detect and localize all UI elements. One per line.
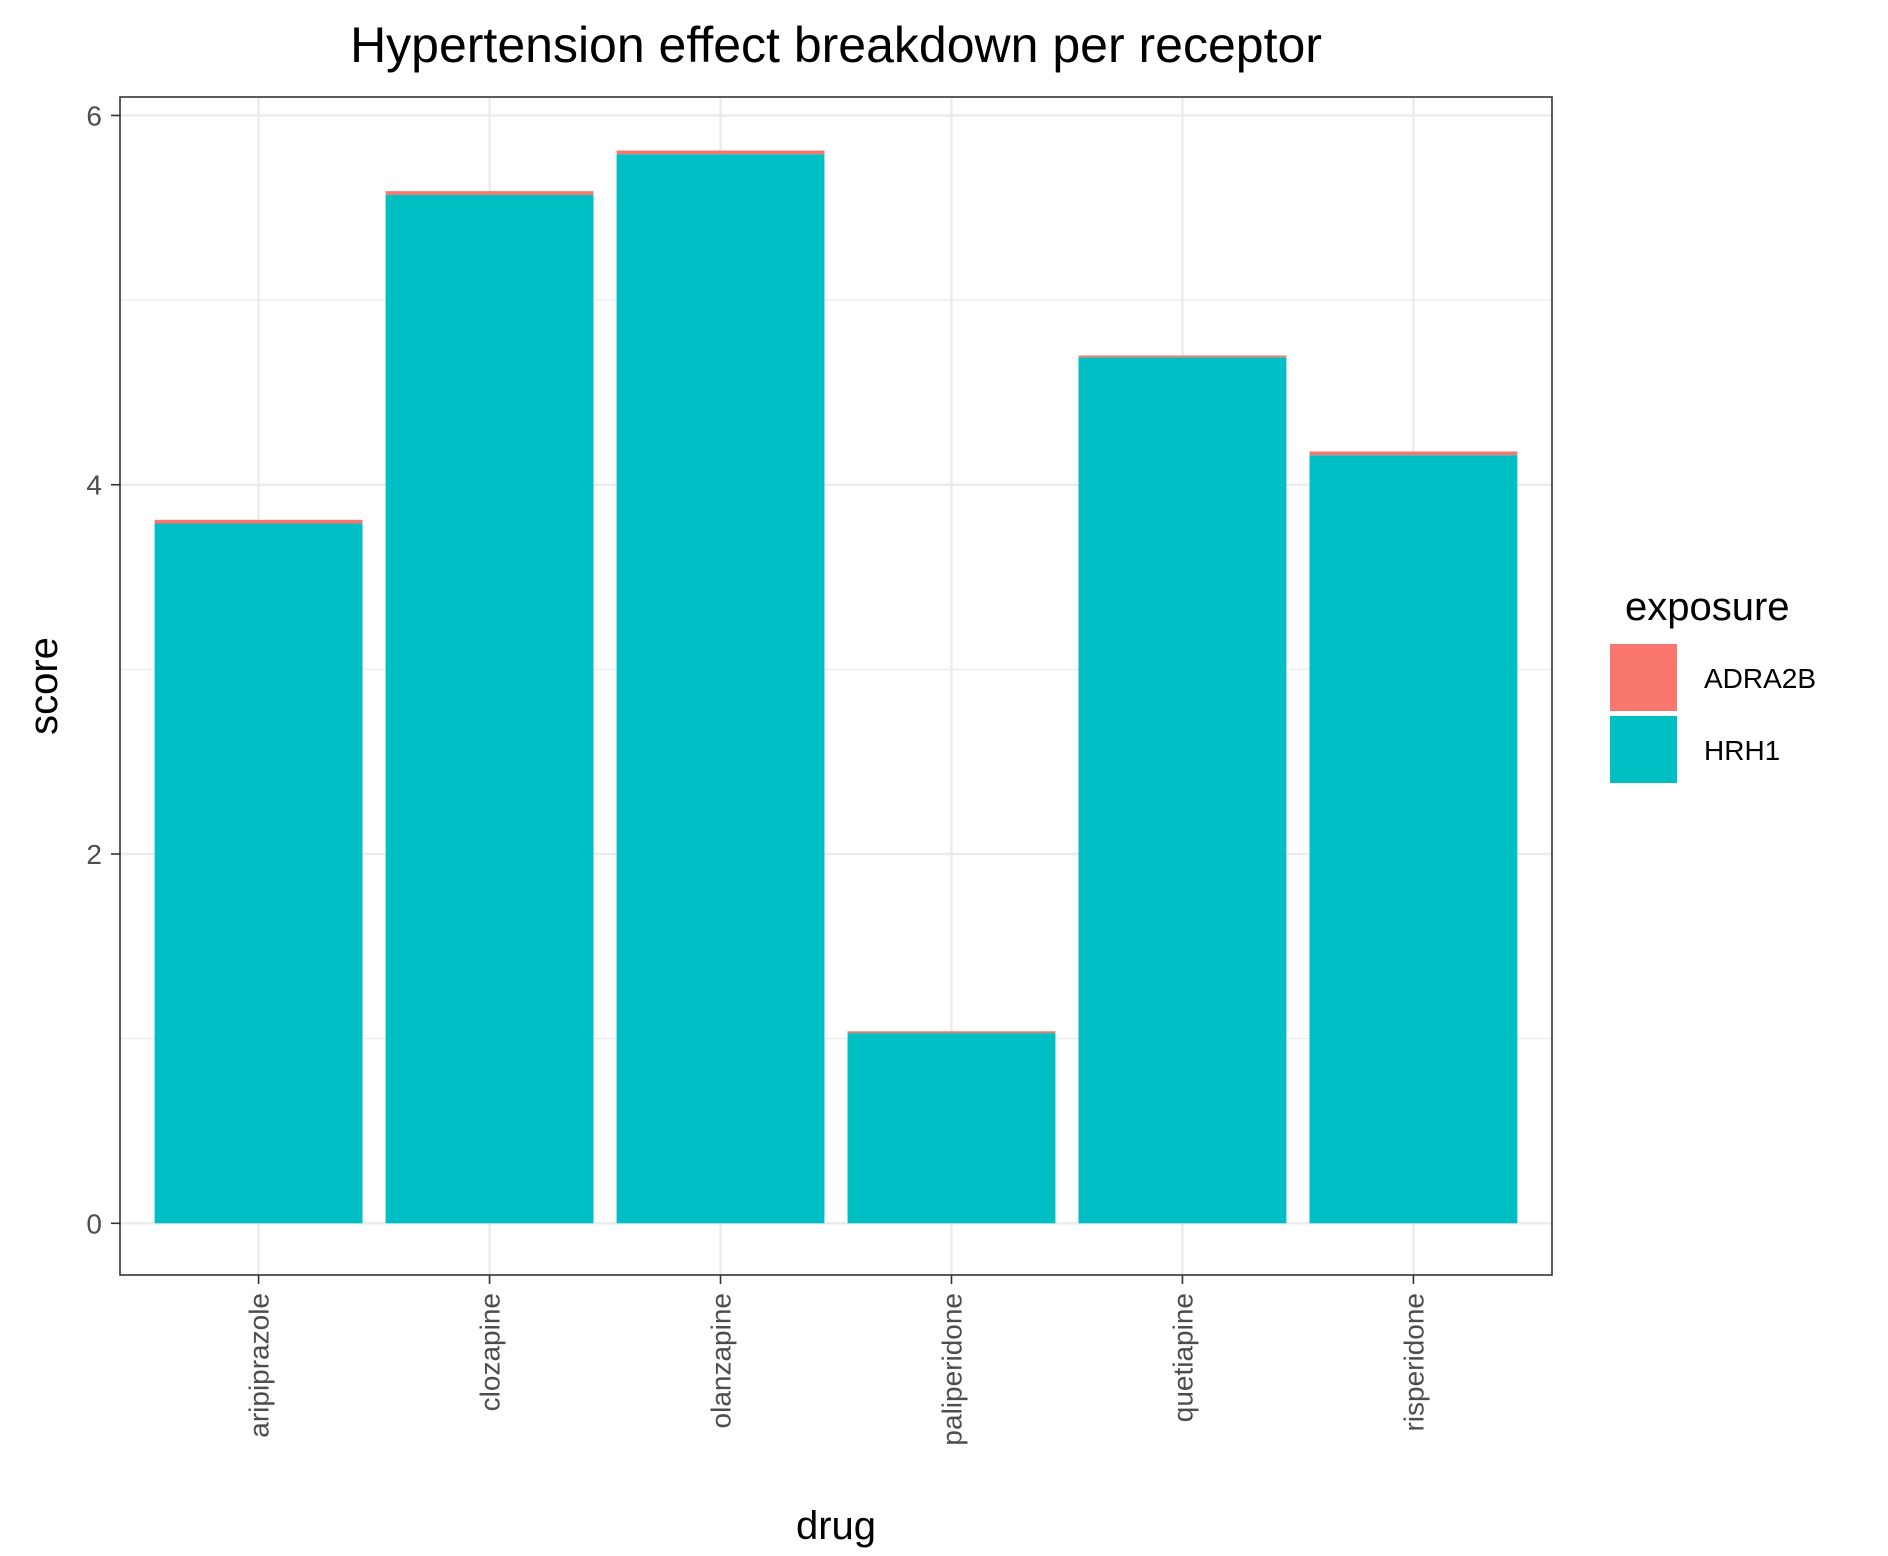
- x-axis: aripiprazole clozapine olanzapine paliperid…: [244, 1275, 1429, 1446]
- y-tick-label: 0: [86, 1208, 102, 1239]
- legend-items: ADRA2B HRH1: [1610, 644, 1816, 783]
- y-axis: 0 2 4 6: [86, 100, 120, 1239]
- bar-hrh1-risperidone: [1309, 455, 1518, 1224]
- bar-adra2b-clozapine: [385, 191, 594, 195]
- bars: [154, 150, 1518, 1224]
- bar-adra2b-paliperidone: [847, 1031, 1056, 1034]
- bar-adra2b-quetiapine: [1078, 355, 1287, 358]
- y-tick-label: 2: [86, 839, 102, 870]
- bar-adra2b-aripiprazole: [154, 519, 363, 524]
- bar-hrh1-clozapine: [385, 194, 594, 1224]
- legend-title: exposure: [1625, 585, 1790, 629]
- chart-title: Hypertension effect breakdown per recept…: [350, 17, 1322, 73]
- bar-adra2b-olanzapine: [616, 150, 825, 155]
- y-tick-label: 6: [86, 100, 102, 131]
- bar-hrh1-aripiprazole: [154, 523, 363, 1224]
- legend-key-adra2b: [1610, 644, 1677, 711]
- bar-adra2b-risperidone: [1309, 451, 1518, 456]
- bar-hrh1-olanzapine: [616, 154, 825, 1224]
- x-tick-label: paliperidone: [936, 1293, 967, 1446]
- legend-label-hrh1: HRH1: [1704, 735, 1780, 766]
- legend-key-hrh1: [1610, 716, 1677, 783]
- x-tick-label: clozapine: [475, 1293, 506, 1411]
- x-tick-label: olanzapine: [706, 1293, 737, 1428]
- legend-label-adra2b: ADRA2B: [1704, 663, 1816, 694]
- bar-hrh1-quetiapine: [1078, 357, 1287, 1224]
- x-tick-label: aripiprazole: [244, 1293, 275, 1438]
- y-axis-title: score: [22, 637, 66, 735]
- plot-border: [119, 96, 1553, 1276]
- y-tick-label: 4: [86, 470, 102, 501]
- legend: exposure ADRA2B HRH1: [1610, 585, 1816, 783]
- bar-hrh1-paliperidone: [847, 1033, 1056, 1224]
- x-tick-label: quetiapine: [1167, 1293, 1198, 1422]
- x-axis-title: drug: [796, 1504, 876, 1548]
- x-tick-label: risperidone: [1398, 1293, 1429, 1432]
